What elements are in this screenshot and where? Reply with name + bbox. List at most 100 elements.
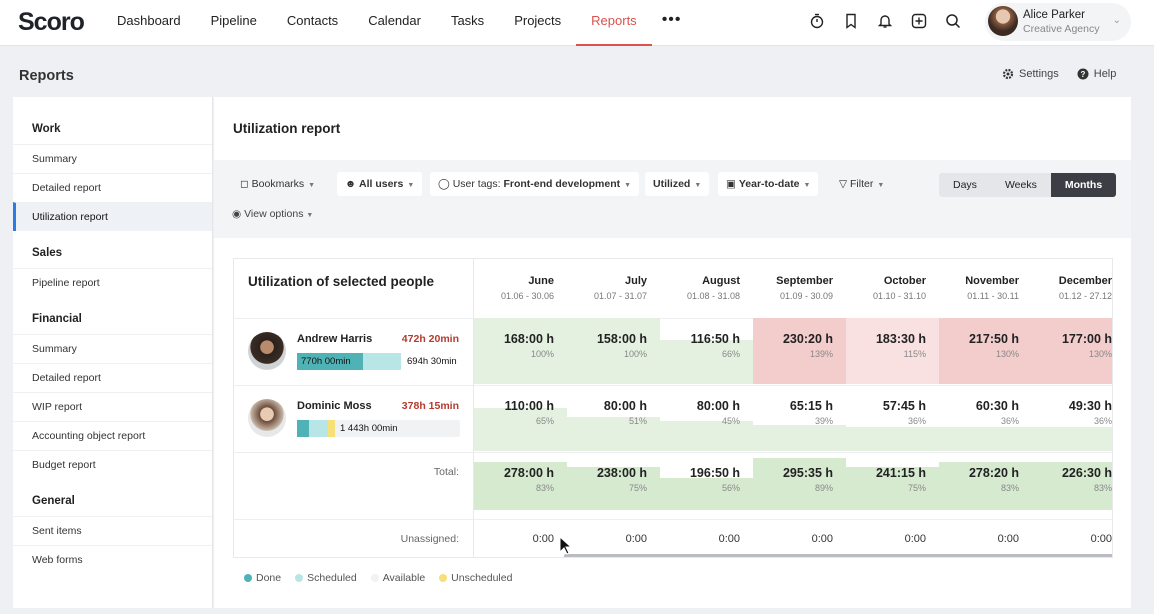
legend-scheduled-label: Scheduled bbox=[307, 572, 357, 584]
utilized-dropdown[interactable]: Utilized ▼ bbox=[645, 172, 710, 196]
segment-days[interactable]: Days bbox=[953, 179, 977, 191]
legend-scheduled: Scheduled bbox=[295, 572, 357, 584]
utilization-fill bbox=[474, 318, 567, 384]
utilization-cell[interactable]: 183:30 h 115% bbox=[846, 318, 939, 384]
eye-icon: ◉ bbox=[232, 208, 242, 220]
chevron-down-icon: ▼ bbox=[877, 182, 885, 189]
done-segment bbox=[297, 353, 363, 370]
utilization-cell[interactable]: 230:20 h 139% bbox=[753, 318, 846, 384]
segment-weeks[interactable]: Weeks bbox=[1004, 179, 1037, 191]
user-tags-dropdown[interactable]: ◯ User tags: Front-end development ▼ bbox=[430, 172, 640, 196]
person-name[interactable]: Dominic Moss bbox=[297, 400, 372, 412]
sidebar-item-accounting-object-report[interactable]: Accounting object report bbox=[13, 421, 212, 450]
overtime-value: 378h 15min bbox=[401, 400, 459, 412]
users-dropdown[interactable]: ☻ All users ▼ bbox=[337, 172, 423, 196]
settings-label: Settings bbox=[1019, 68, 1059, 80]
people-column: Utilization of selected people bbox=[234, 259, 474, 557]
nav-calendar[interactable]: Calendar bbox=[368, 13, 421, 28]
report-title: Utilization report bbox=[233, 121, 341, 136]
sidebar-item-financial-detailed-report[interactable]: Detailed report bbox=[13, 363, 212, 392]
done-hours: 1 443h 00min bbox=[340, 423, 398, 434]
settings-link[interactable]: Settings bbox=[1002, 68, 1059, 80]
gear-icon bbox=[1002, 68, 1014, 80]
bookmark-icon[interactable] bbox=[840, 10, 862, 32]
sidebar-item-work-summary[interactable]: Summary bbox=[13, 144, 212, 173]
sidebar-group-general: General bbox=[32, 495, 75, 507]
scheduled-hours: 694h 30min bbox=[407, 356, 457, 367]
utilization-cell[interactable]: 116:50 h 66% bbox=[660, 318, 753, 384]
month-range: 01.12 - 27.12 bbox=[1058, 291, 1112, 301]
nav-dashboard[interactable]: Dashboard bbox=[117, 13, 181, 28]
utilization-fill bbox=[753, 318, 846, 384]
utilization-cell[interactable]: 217:50 h 130% bbox=[939, 318, 1032, 384]
utilization-cell[interactable]: 60:30 h 36% bbox=[939, 385, 1032, 451]
utilization-cell[interactable]: 110:00 h 65% bbox=[474, 385, 567, 451]
month-range: 01.09 - 30.09 bbox=[779, 291, 833, 301]
hours-value: 217:50 h bbox=[968, 332, 1019, 346]
nav-projects[interactable]: Projects bbox=[514, 13, 562, 28]
total-hours: 196:50 h bbox=[689, 466, 740, 480]
filter-icon: ▽ bbox=[839, 178, 848, 190]
sidebar-item-wip-report[interactable]: WIP report bbox=[13, 392, 212, 421]
sidebar-item-pipeline-report[interactable]: Pipeline report bbox=[13, 268, 212, 297]
filter-label: Filter bbox=[850, 178, 874, 190]
user-menu[interactable]: Alice Parker Creative Agency ⌄ bbox=[985, 3, 1131, 41]
hours-value: 80:00 h bbox=[696, 399, 740, 413]
report-main: Utilization report ◻ Bookmarks ▼ ☻ All us… bbox=[214, 97, 1131, 608]
utilization-cell[interactable]: 49:30 h 36% bbox=[1032, 385, 1112, 451]
unassigned-value: 0:00 bbox=[997, 533, 1019, 545]
sidebar-item-web-forms[interactable]: Web forms bbox=[13, 545, 212, 574]
legend-done: Done bbox=[244, 572, 281, 584]
total-percent: 83% bbox=[1000, 483, 1019, 493]
utilization-cell[interactable]: 80:00 h 45% bbox=[660, 385, 753, 451]
nav-reports[interactable]: Reports bbox=[576, 0, 652, 46]
sidebar-item-sent-items[interactable]: Sent items bbox=[13, 516, 212, 545]
nav-pipeline[interactable]: Pipeline bbox=[210, 13, 257, 28]
sidebar-item-budget-report[interactable]: Budget report bbox=[13, 450, 212, 479]
utilization-fill bbox=[567, 318, 660, 384]
nav-tasks[interactable]: Tasks bbox=[450, 13, 485, 28]
percent-value: 51% bbox=[628, 416, 647, 426]
percent-value: 100% bbox=[623, 349, 647, 359]
utilization-cell[interactable]: 80:00 h 51% bbox=[567, 385, 660, 451]
help-label: Help bbox=[1093, 68, 1117, 80]
mouse-cursor-icon bbox=[559, 536, 573, 555]
total-cell: 295:35 h 89% bbox=[753, 452, 846, 510]
chevron-down-icon: ▼ bbox=[407, 182, 415, 189]
person-progress-bar: 1 443h 00min bbox=[297, 420, 460, 437]
total-hours: 278:00 h bbox=[503, 466, 554, 480]
timer-icon[interactable] bbox=[806, 10, 828, 32]
sidebar-item-financial-summary[interactable]: Summary bbox=[13, 334, 212, 363]
legend-available-label: Available bbox=[382, 572, 426, 584]
filter-dropdown[interactable]: ▽ Filter ▼ bbox=[831, 172, 892, 196]
view-options-dropdown[interactable]: ◉ View options ▼ bbox=[232, 208, 313, 220]
sidebar-item-utilization-report[interactable]: Utilization report bbox=[13, 202, 212, 231]
search-icon[interactable] bbox=[942, 10, 964, 32]
utilization-cell[interactable]: 57:45 h 36% bbox=[846, 385, 939, 451]
bell-icon[interactable] bbox=[874, 10, 896, 32]
help-link[interactable]: ? Help bbox=[1077, 68, 1117, 80]
utilization-cell[interactable]: 177:00 h 130% bbox=[1032, 318, 1112, 384]
plus-square-icon[interactable] bbox=[908, 10, 930, 32]
bookmarks-dropdown[interactable]: ◻ Bookmarks ▼ bbox=[232, 172, 323, 196]
month-range: 01.07 - 31.07 bbox=[593, 291, 647, 301]
utilization-cell[interactable]: 158:00 h 100% bbox=[567, 318, 660, 384]
month-header: November 01.11 - 30.11 bbox=[939, 259, 1032, 318]
percent-value: 36% bbox=[1093, 416, 1112, 426]
hours-value: 183:30 h bbox=[875, 332, 926, 346]
segment-months[interactable]: Months bbox=[1050, 173, 1117, 197]
utilization-cell[interactable]: 65:15 h 39% bbox=[753, 385, 846, 451]
nav-more-button[interactable]: ••• bbox=[661, 11, 682, 28]
sidebar-item-work-detailed-report[interactable]: Detailed report bbox=[13, 173, 212, 202]
month-range: 01.06 - 30.06 bbox=[500, 291, 554, 301]
horizontal-scrollbar[interactable] bbox=[564, 554, 1112, 557]
unassigned-value: 0:00 bbox=[532, 533, 554, 545]
scoro-logo[interactable]: Scoro bbox=[18, 8, 85, 36]
period-dropdown[interactable]: ▣ Year-to-date ▼ bbox=[718, 172, 819, 196]
percent-value: 130% bbox=[1088, 349, 1112, 359]
users-label: All users bbox=[358, 178, 404, 190]
row-divider bbox=[234, 318, 1112, 319]
utilization-cell[interactable]: 168:00 h 100% bbox=[474, 318, 567, 384]
person-name[interactable]: Andrew Harris bbox=[297, 333, 373, 345]
nav-contacts[interactable]: Contacts bbox=[286, 13, 339, 28]
